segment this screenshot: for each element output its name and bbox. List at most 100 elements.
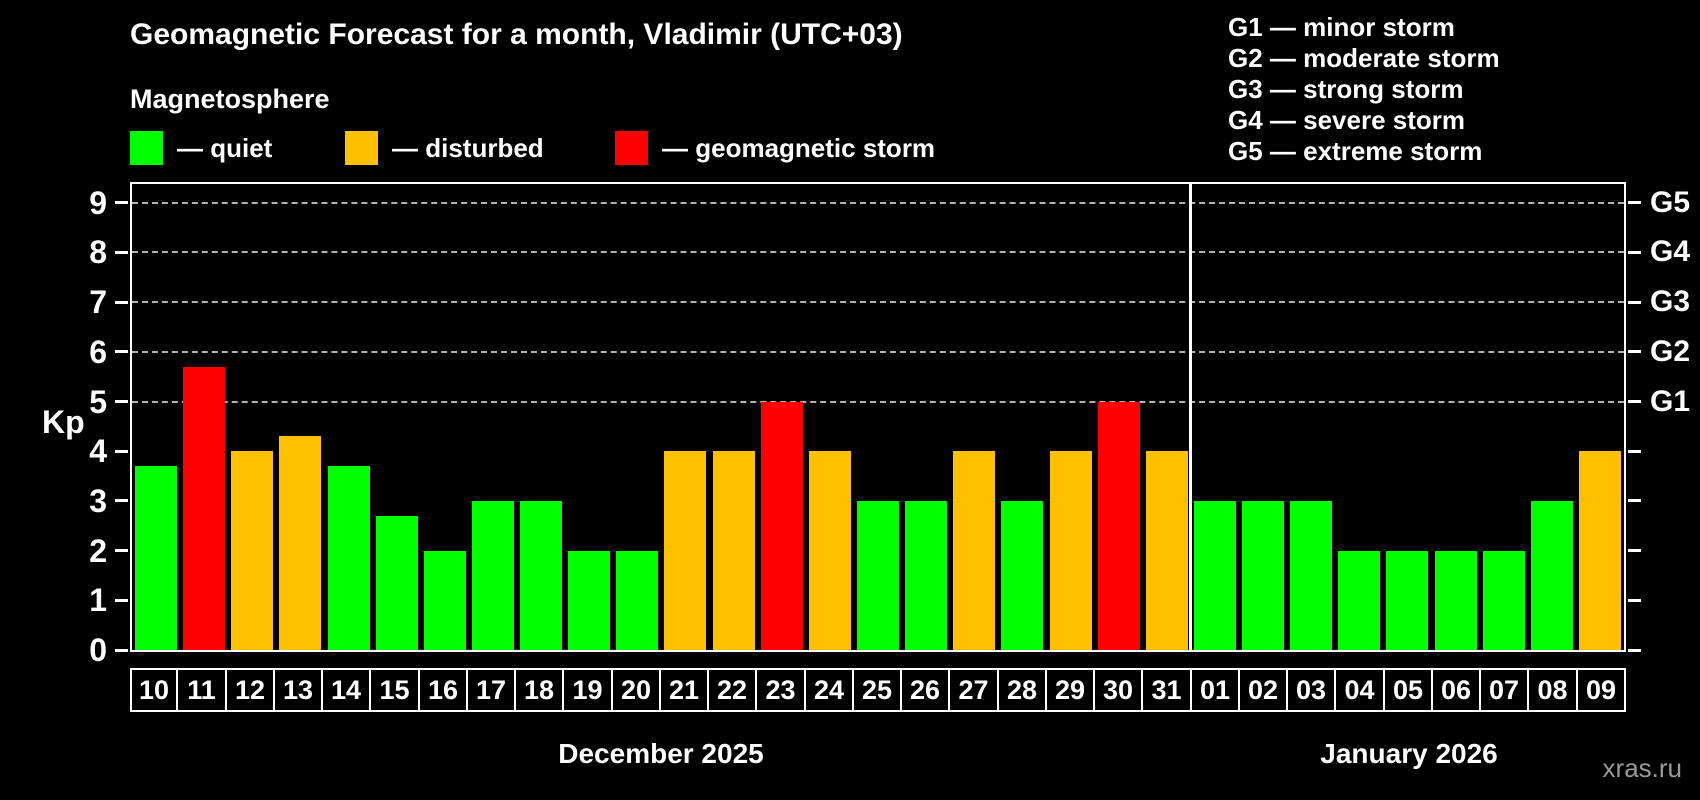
y-tick-right-7 — [1628, 300, 1641, 304]
gridline-kp5 — [132, 400, 1624, 403]
kp-bar-day-19 — [568, 550, 611, 650]
kp-bar-day-30 — [1097, 401, 1140, 650]
y-tick-left-6 — [115, 350, 128, 354]
legend-swatch-disturbed — [345, 131, 378, 165]
y-tick-label-9: 9 — [89, 184, 107, 221]
kp-bar-day-21 — [664, 451, 707, 650]
day-label-30: 30 — [1093, 668, 1143, 712]
day-label-26: 26 — [900, 668, 950, 712]
legend-swatch-storm — [615, 131, 648, 165]
gridline-kp8 — [132, 251, 1624, 254]
kp-bar-day-28 — [1001, 500, 1044, 650]
legend-label-disturbed: — disturbed — [392, 132, 544, 163]
gridline-kp9 — [132, 201, 1624, 204]
day-label-16: 16 — [418, 668, 468, 712]
storm-scale-line-g1: G1 — minor storm — [1228, 12, 1455, 42]
storm-scale-line-g4: G4 — severe storm — [1228, 105, 1466, 135]
storm-scale-line-g2: G2 — moderate storm — [1228, 43, 1500, 73]
gridline-kp7 — [132, 301, 1624, 304]
y-tick-right-0 — [1628, 648, 1641, 652]
day-label-31: 31 — [1141, 668, 1192, 712]
y-tick-left-5 — [115, 400, 128, 403]
legend-item-disturbed: — disturbed — [345, 131, 544, 165]
kp-bar-day-15 — [375, 515, 418, 650]
g-scale-label-g5: G5 — [1650, 185, 1691, 219]
day-label-03: 03 — [1286, 668, 1336, 712]
y-tick-right-5 — [1628, 400, 1641, 403]
status-legend: — quiet — disturbed — geomagnetic storm — [130, 131, 1030, 167]
day-label-09: 09 — [1576, 668, 1626, 712]
day-label-07: 07 — [1479, 668, 1529, 712]
kp-bar-day-04 — [1338, 550, 1381, 650]
kp-bar-day-16 — [423, 550, 466, 650]
y-tick-right-4 — [1628, 449, 1641, 453]
g-scale-label-g4: G4 — [1650, 235, 1691, 269]
kp-bar-day-05 — [1386, 550, 1429, 650]
g-scale-label-g3: G3 — [1650, 285, 1691, 319]
kp-bar-day-31 — [1145, 451, 1188, 650]
day-label-25: 25 — [852, 668, 902, 712]
y-tick-left-0 — [115, 648, 128, 652]
kp-bar-day-17 — [471, 500, 514, 650]
kp-bar-day-11 — [183, 366, 226, 650]
y-tick-label-7: 7 — [89, 284, 107, 321]
day-label-24: 24 — [804, 668, 854, 712]
y-tick-left-4 — [115, 449, 128, 453]
kp-bar-day-24 — [808, 451, 851, 650]
day-label-22: 22 — [707, 668, 757, 712]
day-label-06: 06 — [1431, 668, 1481, 712]
plot-area: 0 1 2 3 4 5 G1 6 G2 7 G3 8 G4 9 G5 — [89, 182, 1690, 668]
y-tick-right-8 — [1628, 250, 1641, 254]
kp-bar-day-01 — [1193, 500, 1236, 650]
kp-bar-day-29 — [1049, 451, 1092, 650]
day-label-23: 23 — [755, 668, 806, 712]
y-tick-left-2 — [115, 549, 128, 553]
kp-bar-day-08 — [1530, 500, 1573, 650]
y-tick-left-7 — [115, 300, 128, 304]
day-label-27: 27 — [948, 668, 999, 712]
y-tick-right-1 — [1628, 598, 1641, 602]
storm-scale-legend: G1 — minor storm G2 — moderate storm G3 — … — [1228, 12, 1500, 167]
y-tick-right-2 — [1628, 549, 1641, 553]
month-label-january: January 2026 — [1320, 738, 1498, 769]
kp-bar-day-26 — [905, 500, 948, 650]
y-tick-right-9 — [1628, 201, 1641, 205]
kp-bar-day-14 — [327, 466, 370, 650]
legend-item-storm: — geomagnetic storm — [615, 131, 935, 165]
day-label-14: 14 — [321, 668, 371, 712]
g-scale-label-g1: G1 — [1650, 384, 1691, 418]
day-label-05: 05 — [1383, 668, 1433, 712]
watermark: xras.ru — [1602, 753, 1682, 783]
kp-bar-day-25 — [857, 500, 899, 650]
legend-label-quiet: — quiet — [177, 132, 273, 163]
kp-bar-day-22 — [712, 451, 755, 650]
y-tick-label-4: 4 — [89, 433, 107, 470]
y-tick-label-0: 0 — [89, 632, 107, 668]
day-label-21: 21 — [659, 668, 709, 712]
y-tick-left-3 — [115, 499, 128, 503]
kp-bar-day-09 — [1578, 451, 1621, 650]
y-tick-label-8: 8 — [89, 234, 107, 271]
legend-swatch-quiet — [130, 131, 163, 165]
chart-subtitle: Magnetosphere — [130, 84, 330, 114]
day-label-18: 18 — [514, 668, 564, 712]
kp-bar-day-23 — [760, 401, 803, 650]
day-label-17: 17 — [466, 668, 516, 712]
day-label-01: 01 — [1190, 668, 1240, 712]
legend-item-quiet: — quiet — [130, 131, 272, 165]
kp-bar-day-20 — [616, 550, 659, 650]
y-axis-title: Kp — [42, 404, 85, 440]
day-label-19: 19 — [562, 668, 613, 712]
day-label-20: 20 — [611, 668, 661, 712]
day-label-11: 11 — [176, 668, 227, 712]
month-label-december: December 2025 — [558, 738, 764, 769]
y-tick-label-1: 1 — [89, 582, 107, 619]
kp-bar-day-03 — [1290, 500, 1333, 650]
day-axis: 10 11 12 13 14 15 16 17 18 19 20 21 22 23 24 25 26 27 28 29… — [130, 668, 1626, 712]
kp-bar-day-27 — [953, 451, 996, 650]
gridline-kp6 — [132, 350, 1624, 353]
month-separator-line — [1189, 184, 1193, 650]
kp-bar-day-12 — [231, 451, 274, 650]
kp-bar-day-18 — [520, 500, 563, 650]
